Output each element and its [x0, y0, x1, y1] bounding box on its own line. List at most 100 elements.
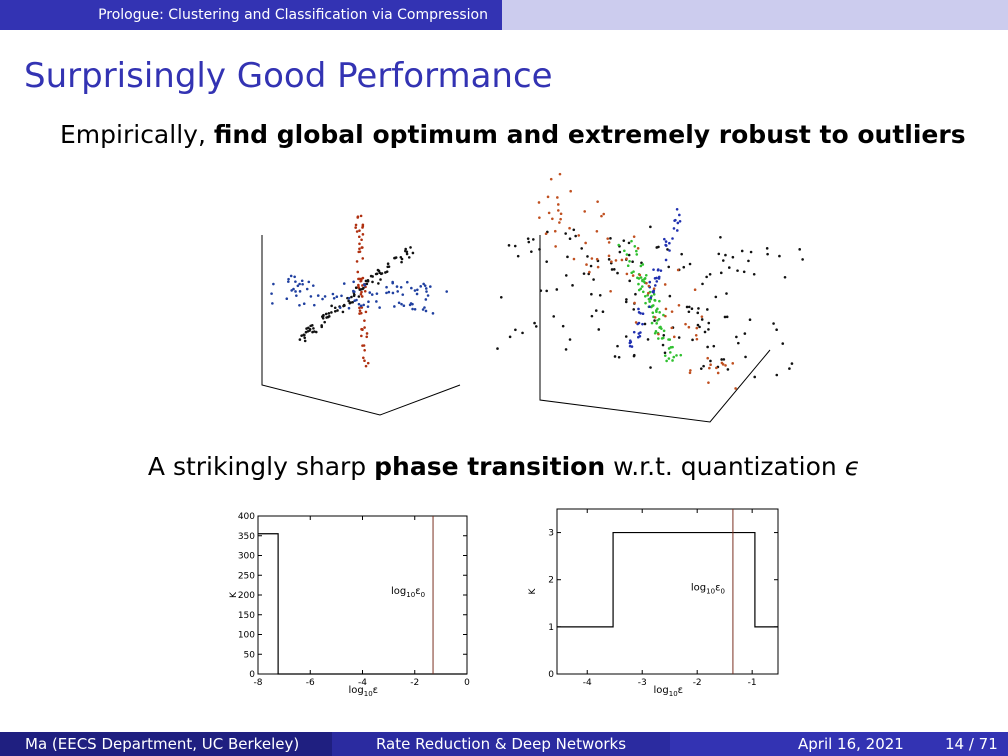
scatter-dot	[323, 295, 327, 298]
scatter-dot	[657, 337, 660, 340]
scatter-dot	[662, 329, 666, 333]
scatter-dot	[330, 311, 333, 314]
scatter-dot	[663, 237, 666, 241]
scatter-dot	[309, 324, 312, 328]
scatter-dot	[359, 292, 363, 296]
scatter-dot	[636, 247, 640, 250]
scatter-dot	[647, 284, 651, 288]
scatter-dot	[677, 303, 681, 307]
scatter-dot	[316, 294, 320, 297]
scatter-dot	[330, 304, 333, 308]
scatter-dot	[423, 284, 427, 287]
scatter-dot	[598, 293, 602, 297]
scatter-dot	[347, 299, 350, 303]
bold-text: find global optimum and extremely robust…	[213, 120, 966, 149]
scatter-dot	[539, 289, 543, 292]
scatter-dot	[400, 260, 403, 264]
scatter-dot	[716, 371, 720, 375]
scatter-dot	[592, 278, 595, 281]
annotation: log10ε0	[691, 583, 725, 596]
scatter-dot	[336, 309, 339, 312]
scatter-dot	[302, 333, 306, 337]
annotation-part: log	[391, 586, 406, 597]
scatter-dot	[720, 358, 723, 361]
scatter-dot	[749, 250, 753, 254]
scatter-dot	[675, 354, 678, 357]
scatter-dot	[375, 300, 378, 303]
scatter-dot	[376, 268, 380, 272]
scatter-dot	[637, 307, 640, 311]
scatter-dot	[690, 307, 694, 311]
x-tick-label: -6	[306, 678, 315, 688]
scatter-dot	[358, 247, 361, 251]
scatter-dot	[361, 233, 365, 236]
scatter-dot	[625, 253, 629, 256]
scatter-dot	[724, 364, 727, 367]
scatter-dot	[426, 294, 430, 297]
footer-date: April 16, 2021	[798, 735, 904, 753]
scatter-dot	[360, 290, 363, 294]
scatter-dot	[564, 348, 568, 351]
scatter-dot	[633, 245, 637, 248]
scatter-dot	[347, 296, 351, 300]
scatter-dot	[287, 280, 290, 283]
scatter-dot	[385, 285, 388, 289]
scatter-dot	[375, 292, 379, 295]
scatter-dot	[653, 299, 657, 302]
annotation-part: 0	[720, 588, 724, 596]
x-tick-label: -4	[583, 678, 592, 688]
scatter-dot	[387, 290, 391, 294]
scatter-dot	[358, 306, 361, 310]
scatter-dot	[632, 235, 636, 238]
scatter-dot	[564, 232, 567, 235]
x-tick-label: -2	[693, 678, 702, 688]
scatter-dot	[655, 246, 659, 249]
annotation-part: 10	[406, 591, 415, 599]
scatter-dot	[707, 381, 710, 384]
scatter-dot	[627, 253, 631, 257]
scatter-dot	[609, 289, 612, 293]
scatter-dot	[551, 217, 554, 221]
scatter-dot	[639, 331, 642, 334]
scatter-dot	[652, 290, 655, 294]
scatter-dot	[333, 309, 337, 313]
section: Prologue: Clustering and Classification …	[0, 0, 502, 30]
scatter-dot	[270, 292, 273, 295]
scatter-dot	[397, 301, 401, 305]
scatter-dot	[638, 273, 642, 277]
scatter-dot	[409, 302, 413, 305]
scatter-dot	[663, 283, 667, 286]
scatter-dot	[327, 315, 331, 318]
x-axis-label-part: ε	[678, 685, 683, 696]
x-axis-label-part: 10	[364, 690, 373, 698]
scatter-dot	[377, 282, 380, 285]
scatter-dot	[677, 336, 681, 339]
scatter-dot	[650, 321, 654, 325]
scatter-dot	[362, 303, 365, 307]
scatter-dot	[669, 351, 672, 354]
data-line	[258, 533, 467, 675]
scatter-dot	[407, 256, 411, 259]
scatter-dot	[360, 238, 363, 242]
scatter-dot	[753, 375, 757, 379]
x-axis-label-part: log	[654, 685, 669, 696]
scatter-dot	[652, 287, 656, 290]
scatter-dot	[666, 248, 669, 251]
scatter-dot	[308, 327, 312, 331]
scatter-dot	[552, 315, 556, 318]
scatter-dot	[778, 254, 781, 258]
scatter-dot	[358, 229, 361, 232]
x-tick-label: -3	[638, 678, 647, 688]
scatter-dot	[371, 275, 374, 278]
scatter-dot	[671, 237, 674, 240]
scatter-dot	[379, 278, 382, 281]
plot-frame	[556, 508, 779, 675]
scatter-dot	[555, 288, 559, 291]
scatter-dot	[363, 319, 366, 322]
scatter-dot	[292, 287, 295, 291]
scatter-dot	[775, 373, 779, 377]
scatter-dot	[363, 359, 366, 363]
footer-page: 14 / 71	[945, 735, 998, 753]
y-tick-label: 1	[548, 623, 554, 633]
scatter-dot	[424, 309, 428, 313]
